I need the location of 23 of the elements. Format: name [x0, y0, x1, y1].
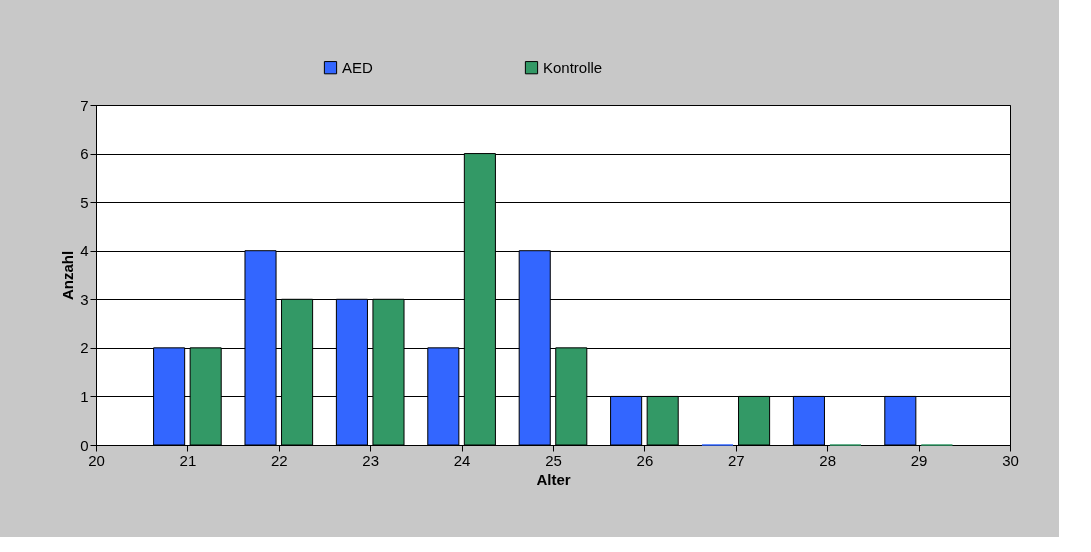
y-tick-label: 0: [80, 436, 89, 454]
x-tick-label: 27: [727, 451, 745, 469]
y-tick-label: 2: [80, 339, 89, 357]
x-axis-title: Alter: [536, 470, 571, 488]
y-tick-label: 7: [80, 96, 89, 114]
legend-label: AED: [342, 58, 374, 76]
x-tick-label: 30: [1002, 451, 1019, 469]
y-tick-label: 1: [80, 387, 89, 405]
x-tick-label: 25: [545, 451, 562, 469]
legend-label: Kontrolle: [543, 58, 603, 76]
y-axis-title: Anzahl: [59, 250, 77, 301]
y-tick-label: 6: [80, 145, 89, 163]
x-tick-label: 22: [270, 451, 288, 469]
x-tick-label: 21: [179, 451, 197, 469]
x-tick-label: 29: [910, 451, 928, 469]
y-tick-label: 5: [80, 193, 89, 211]
x-tick-label: 28: [819, 451, 837, 469]
x-tick-label: 20: [88, 451, 105, 469]
x-tick-label: 24: [453, 451, 471, 469]
y-tick-label: 4: [80, 242, 89, 260]
x-tick-label: 26: [636, 451, 654, 469]
x-tick-label: 23: [362, 451, 380, 469]
y-tick-label: 3: [80, 290, 89, 308]
